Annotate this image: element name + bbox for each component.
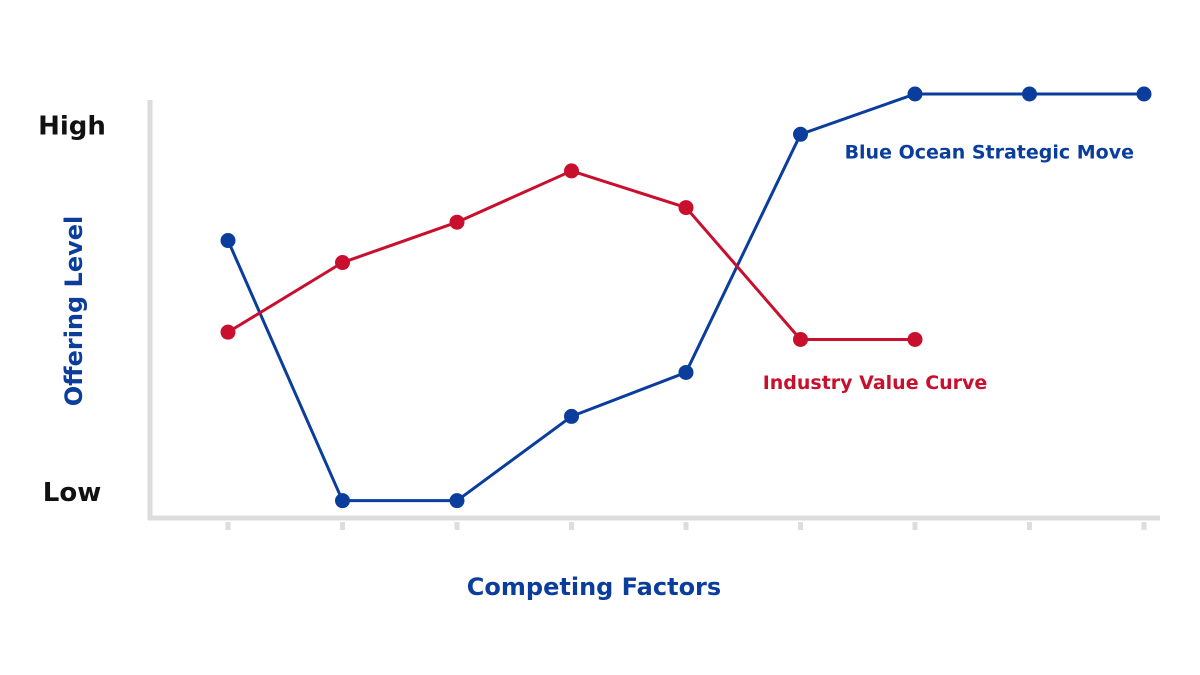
series-label: Blue Ocean Strategic Move: [845, 141, 1134, 163]
y-tick-label: Low: [43, 478, 101, 508]
x-axis-title: Competing Factors: [467, 573, 721, 601]
data-point: [678, 200, 694, 216]
data-point: [564, 408, 579, 424]
data-point: [220, 324, 236, 340]
data-point: [220, 233, 236, 249]
data-point: [793, 126, 808, 142]
data-point: [335, 493, 350, 509]
data-point: [449, 214, 465, 230]
data-point: [678, 364, 694, 380]
data-point: [449, 493, 465, 509]
data-point: [907, 86, 923, 102]
data-point: [1022, 86, 1037, 102]
data-point: [335, 255, 350, 271]
series-line: [227, 169, 915, 341]
data-point: [564, 163, 579, 179]
y-tick-label: High: [38, 111, 106, 141]
data-point: [907, 331, 923, 347]
series-label: Industry Value Curve: [763, 372, 988, 394]
data-point: [1136, 86, 1152, 102]
y-axis-title: Offering Level: [60, 216, 88, 407]
data-point: [793, 331, 808, 347]
